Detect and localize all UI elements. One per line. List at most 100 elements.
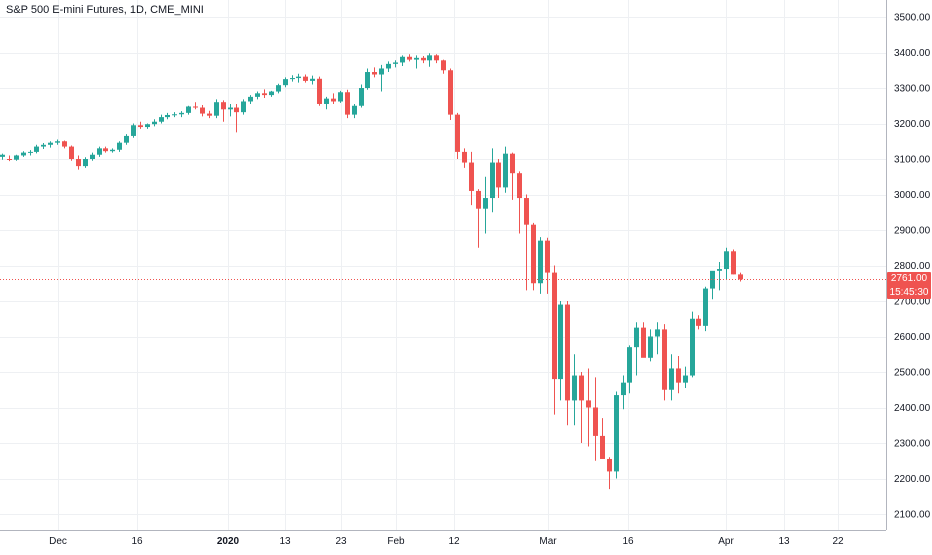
candle-body-down — [517, 173, 522, 199]
candle-body-up — [717, 269, 722, 271]
candle-body-up — [28, 151, 33, 153]
candle-body-up — [310, 78, 315, 81]
candle-body-up — [97, 148, 102, 155]
candle-body-down — [462, 151, 467, 163]
candle-body-down — [62, 141, 67, 147]
candle-body-up — [338, 92, 343, 102]
candle-body-up — [296, 76, 301, 79]
candle-body-down — [738, 274, 743, 280]
candle-body-up — [690, 318, 695, 376]
candle-body-down — [469, 162, 474, 191]
candle-body-down — [193, 106, 198, 108]
candle-body-down — [69, 146, 74, 159]
candle-body-up — [214, 102, 219, 116]
candle-body-down — [600, 435, 605, 459]
candle-body-down — [200, 107, 205, 114]
candle-body-up — [352, 105, 357, 115]
candle-body-up — [359, 88, 364, 106]
candle-body-up — [41, 144, 46, 147]
candle-body-up — [572, 375, 577, 401]
candle-body-up — [655, 329, 660, 337]
candle-body-up — [0, 154, 5, 157]
y-tick-label: 2200.00 — [894, 474, 931, 485]
chart-title: S&P 500 E-mini Futures, 1D, CME_MINI — [6, 4, 204, 16]
last-price-marker — [887, 272, 931, 299]
y-tick-label: 2800.00 — [894, 261, 931, 272]
candle-body-up — [683, 375, 688, 383]
x-tick-label: 13 — [778, 536, 790, 547]
y-tick-label: 2600.00 — [894, 332, 931, 343]
x-tick-label: 12 — [448, 536, 460, 547]
candle-body-up — [83, 159, 88, 167]
candle-body-down — [407, 56, 412, 60]
candle-body-up — [228, 107, 233, 110]
candle-body-up — [669, 368, 674, 390]
y-tick-label: 3000.00 — [894, 190, 931, 201]
candle-body-down — [545, 240, 550, 273]
candle-body-up — [400, 56, 405, 63]
candle-body-down — [552, 272, 557, 380]
candle-body-down — [579, 375, 584, 401]
x-tick-label: 16 — [622, 536, 634, 547]
x-tick-label: Feb — [387, 536, 405, 547]
candle-body-up — [90, 154, 95, 159]
candle-body-up — [21, 152, 26, 156]
candle-body-up — [34, 146, 39, 152]
y-tick-label: 3400.00 — [894, 48, 931, 59]
candle-body-up — [172, 114, 177, 116]
candle-body-up — [324, 98, 329, 104]
x-tick-label: 16 — [131, 536, 143, 547]
candle-body-up — [255, 93, 260, 97]
x-tick-label: Apr — [718, 536, 734, 547]
candle-body-up — [186, 106, 191, 113]
candle-body-up — [131, 125, 136, 136]
candle-body-down — [103, 148, 108, 152]
x-tick-label: 2020 — [217, 536, 240, 547]
candle-body-down — [496, 162, 501, 188]
candle-body-down — [524, 198, 529, 225]
candle-body-up — [165, 114, 170, 118]
candle-body-down — [641, 327, 646, 358]
y-tick-label: 3300.00 — [894, 84, 931, 95]
candle-body-down — [455, 114, 460, 152]
candle-body-up — [55, 141, 60, 143]
candle-body-up — [614, 395, 619, 472]
candle-body-down — [331, 98, 336, 102]
candle-body-down — [345, 92, 350, 115]
candle-body-up — [627, 347, 632, 383]
x-tick-label: 23 — [335, 536, 347, 547]
countdown-label: 15:45:30 — [889, 287, 929, 298]
candle-body-up — [48, 142, 53, 145]
candle-body-down — [138, 125, 143, 128]
candle-body-down — [593, 407, 598, 436]
candle-body-up — [490, 162, 495, 199]
candle-body-up — [386, 63, 391, 69]
candle-body-down — [221, 102, 226, 110]
candle-body-down — [510, 153, 515, 174]
candle-body-up — [283, 79, 288, 86]
y-tick-label: 3200.00 — [894, 119, 931, 130]
candle-body-down — [662, 329, 667, 390]
candle-body-up — [621, 382, 626, 396]
y-tick-label: 2500.00 — [894, 368, 931, 379]
candle-body-up — [110, 149, 115, 152]
y-tick-label: 2100.00 — [894, 510, 931, 521]
x-tick-label: Mar — [539, 536, 557, 547]
candle-body-down — [476, 190, 481, 209]
candle-body-up — [414, 57, 419, 60]
candle-body-up — [159, 117, 164, 122]
y-tick-label: 2300.00 — [894, 439, 931, 450]
candle-body-up — [503, 153, 508, 188]
candle-body-down — [207, 113, 212, 116]
candle-body-up — [379, 68, 384, 75]
candle-body-down — [565, 304, 570, 401]
candle-body-up — [145, 124, 150, 128]
candle-body-down — [7, 159, 12, 160]
candle-body-up — [179, 112, 184, 115]
candle-body-down — [448, 70, 453, 115]
candle-body-up — [269, 91, 274, 96]
candle-body-up — [290, 78, 295, 80]
candle-body-up — [703, 288, 708, 326]
